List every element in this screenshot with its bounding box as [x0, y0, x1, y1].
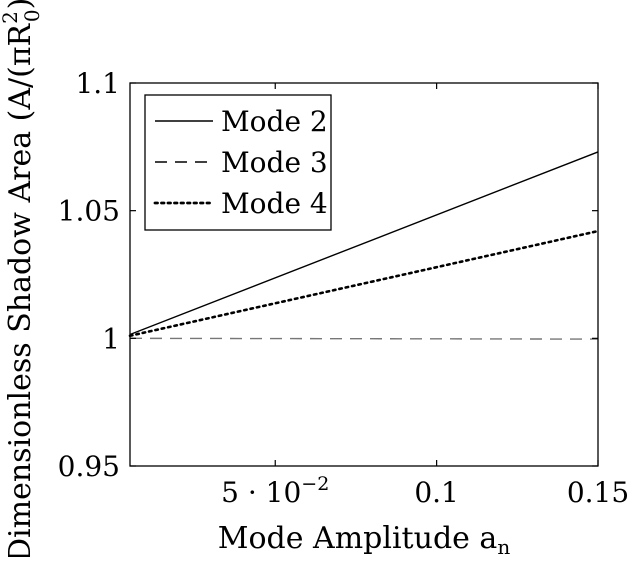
x-axis-label-main: Mode Amplitude a [218, 521, 498, 556]
series-line-mode-3 [129, 337, 599, 340]
y-tick-label: 1.1 [75, 67, 120, 100]
x-tick-label-base: 0.1 [414, 476, 459, 509]
plot-frame [129, 82, 599, 467]
x-tick-label: 0.15 [567, 476, 629, 509]
y-axis-label-superscript: 2 [0, 11, 22, 24]
y-axis-label-main: Dimensionless Shadow Area (A/(πR [3, 22, 38, 557]
y-tick-label: 0.95 [58, 450, 120, 483]
y-axis-label-suffix: )) [3, 0, 38, 9]
y-axis-label-subscript: 0 [20, 9, 44, 22]
x-tick-label-base: 5 · 10 [221, 476, 301, 509]
legend [144, 94, 332, 231]
y-tick-label: 1 [102, 322, 120, 355]
axis-layer: 0.95 1 1.05 1.1 5 · 10−2 0.1 0.15 [58, 67, 629, 509]
x-tick-label-exponent: −2 [301, 473, 329, 495]
series-line-mode-4 [128, 229, 600, 338]
plot-layer [128, 151, 600, 340]
x-axis-label-subscript: n [497, 535, 510, 557]
x-tick-label: 5 · 10−2 [221, 473, 329, 509]
legend-label-mode-2: Mode 2 [221, 105, 328, 138]
x-axis-label: Mode Amplitude an [218, 521, 511, 557]
legend-label-mode-4: Mode 4 [221, 187, 328, 220]
legend-label-mode-3: Mode 3 [221, 146, 328, 179]
x-tick-label: 0.1 [414, 476, 459, 509]
y-tick-label: 1.05 [58, 195, 120, 228]
series-line-mode-2 [129, 151, 599, 336]
y-axis-label: Dimensionless Shadow Area (A/(πR20)) [0, 0, 44, 557]
x-tick-label-base: 0.15 [567, 476, 629, 509]
